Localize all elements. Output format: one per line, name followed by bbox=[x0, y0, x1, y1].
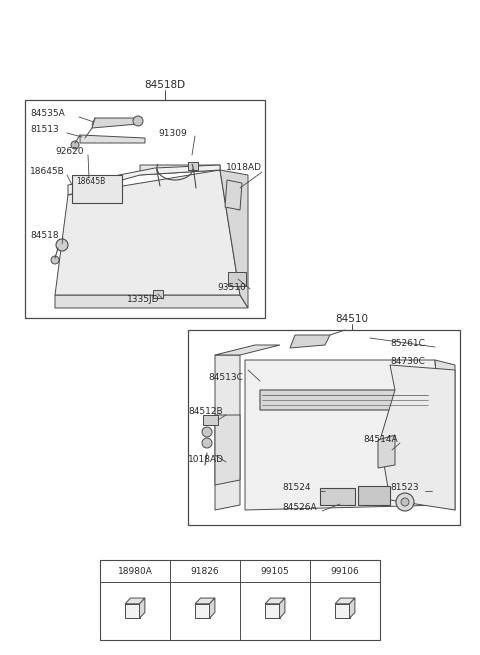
Polygon shape bbox=[92, 118, 138, 128]
Text: 84526A: 84526A bbox=[282, 504, 317, 512]
Text: 1018AD: 1018AD bbox=[188, 455, 224, 464]
Polygon shape bbox=[125, 598, 145, 604]
Text: 91826: 91826 bbox=[191, 567, 219, 576]
Polygon shape bbox=[320, 488, 355, 505]
Polygon shape bbox=[265, 598, 285, 604]
Polygon shape bbox=[380, 365, 455, 510]
Text: 91309: 91309 bbox=[158, 128, 187, 138]
Circle shape bbox=[202, 427, 212, 437]
Bar bbox=[188, 330, 460, 525]
Text: 84513C: 84513C bbox=[208, 373, 243, 383]
Bar bbox=[25, 100, 265, 318]
Text: 81513: 81513 bbox=[30, 126, 59, 134]
Text: 18980A: 18980A bbox=[118, 567, 153, 576]
Polygon shape bbox=[358, 486, 390, 505]
Text: 93510: 93510 bbox=[217, 282, 246, 291]
Polygon shape bbox=[215, 345, 280, 355]
Circle shape bbox=[401, 498, 409, 506]
Text: 99106: 99106 bbox=[331, 567, 360, 576]
Polygon shape bbox=[55, 295, 248, 308]
Text: 1335JD: 1335JD bbox=[127, 295, 159, 305]
Polygon shape bbox=[335, 604, 349, 618]
Polygon shape bbox=[125, 604, 140, 618]
Text: 85261C: 85261C bbox=[390, 339, 425, 348]
Text: 99105: 99105 bbox=[261, 567, 289, 576]
Polygon shape bbox=[349, 598, 355, 618]
Polygon shape bbox=[55, 170, 240, 295]
Text: 84535A: 84535A bbox=[30, 109, 65, 119]
Polygon shape bbox=[245, 360, 445, 510]
Bar bbox=[228, 272, 246, 286]
Text: 18645B: 18645B bbox=[76, 177, 105, 186]
Polygon shape bbox=[209, 598, 215, 618]
Bar bbox=[188, 162, 198, 170]
Text: 84518D: 84518D bbox=[144, 80, 186, 90]
Polygon shape bbox=[290, 335, 330, 348]
Circle shape bbox=[51, 256, 59, 264]
Polygon shape bbox=[140, 598, 145, 618]
Polygon shape bbox=[265, 604, 279, 618]
Polygon shape bbox=[195, 598, 215, 604]
Polygon shape bbox=[335, 598, 355, 604]
Text: 81523: 81523 bbox=[390, 483, 419, 493]
Polygon shape bbox=[220, 170, 248, 308]
Polygon shape bbox=[225, 180, 242, 210]
Text: 1018AD: 1018AD bbox=[226, 164, 262, 172]
Text: 81524: 81524 bbox=[282, 483, 311, 493]
Text: 84512B: 84512B bbox=[188, 407, 223, 417]
Bar bbox=[153, 290, 163, 298]
Polygon shape bbox=[80, 135, 145, 143]
Text: 84518: 84518 bbox=[30, 231, 59, 240]
Text: 84730C: 84730C bbox=[390, 356, 425, 365]
Text: 84510: 84510 bbox=[336, 314, 369, 324]
Bar bbox=[72, 175, 122, 203]
Polygon shape bbox=[279, 598, 285, 618]
Polygon shape bbox=[435, 360, 455, 510]
Polygon shape bbox=[378, 435, 395, 468]
Circle shape bbox=[396, 493, 414, 511]
Text: 92620: 92620 bbox=[55, 147, 84, 157]
Bar bbox=[203, 415, 218, 425]
Circle shape bbox=[133, 116, 143, 126]
Circle shape bbox=[56, 239, 68, 251]
Polygon shape bbox=[195, 604, 209, 618]
Text: 84514A: 84514A bbox=[363, 436, 397, 445]
Polygon shape bbox=[68, 165, 220, 195]
Polygon shape bbox=[260, 390, 435, 410]
Polygon shape bbox=[140, 165, 220, 175]
Polygon shape bbox=[215, 415, 240, 485]
Text: 18645B: 18645B bbox=[30, 168, 65, 176]
Circle shape bbox=[202, 438, 212, 448]
Polygon shape bbox=[215, 355, 240, 510]
Bar bbox=[100, 560, 380, 640]
Circle shape bbox=[71, 141, 79, 149]
